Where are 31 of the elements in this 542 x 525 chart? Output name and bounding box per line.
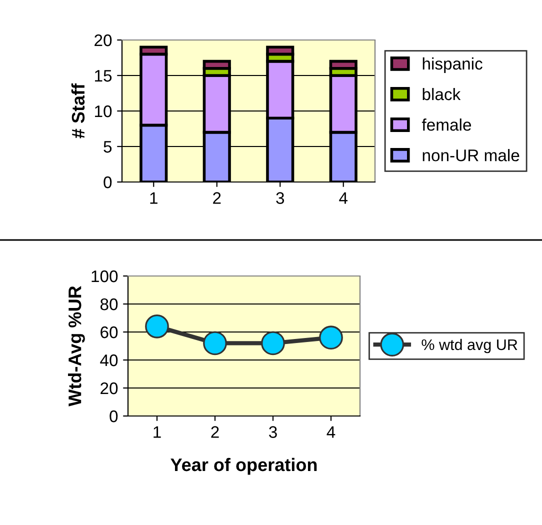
y-tick-label: 0 bbox=[110, 410, 118, 422]
legend-label: black bbox=[422, 88, 461, 100]
legend-label: % wtd avg UR bbox=[422, 338, 518, 354]
y-tick-label: 60 bbox=[100, 326, 118, 338]
x-tick-label: 1 bbox=[154, 426, 161, 438]
y-tick-label: 20 bbox=[94, 34, 112, 46]
x-tick-label: 2 bbox=[213, 192, 221, 204]
legend-label: female bbox=[422, 118, 472, 131]
x-tick-label: 3 bbox=[276, 192, 284, 204]
legend-label: non-UR male bbox=[422, 149, 520, 162]
y-tick-label: 5 bbox=[104, 141, 112, 153]
point bbox=[145, 314, 169, 338]
y-axis-title: Wtd-Avg %UR bbox=[68, 286, 85, 406]
y-tick-label: 0 bbox=[104, 176, 112, 188]
x-axis-title: Year of operation bbox=[170, 458, 317, 475]
legend-label: hispanic bbox=[422, 57, 482, 73]
x-tick-label: 4 bbox=[326, 426, 336, 438]
point bbox=[203, 331, 227, 356]
x-tick-label: 1 bbox=[150, 192, 158, 204]
y-axis-title: # Staff bbox=[71, 83, 85, 138]
y-tick-label: 20 bbox=[100, 382, 118, 394]
x-tick-label: 3 bbox=[269, 426, 277, 438]
x-tick-label: 4 bbox=[339, 192, 348, 204]
y-tick-label: 40 bbox=[100, 354, 118, 366]
point bbox=[319, 326, 343, 350]
x-tick-label: 2 bbox=[211, 426, 219, 438]
y-tick-label: 100 bbox=[92, 270, 118, 282]
y-tick-label: 10 bbox=[95, 105, 112, 118]
point bbox=[261, 331, 285, 356]
y-tick-label: 80 bbox=[100, 298, 118, 310]
y-tick-label: 15 bbox=[95, 70, 112, 82]
